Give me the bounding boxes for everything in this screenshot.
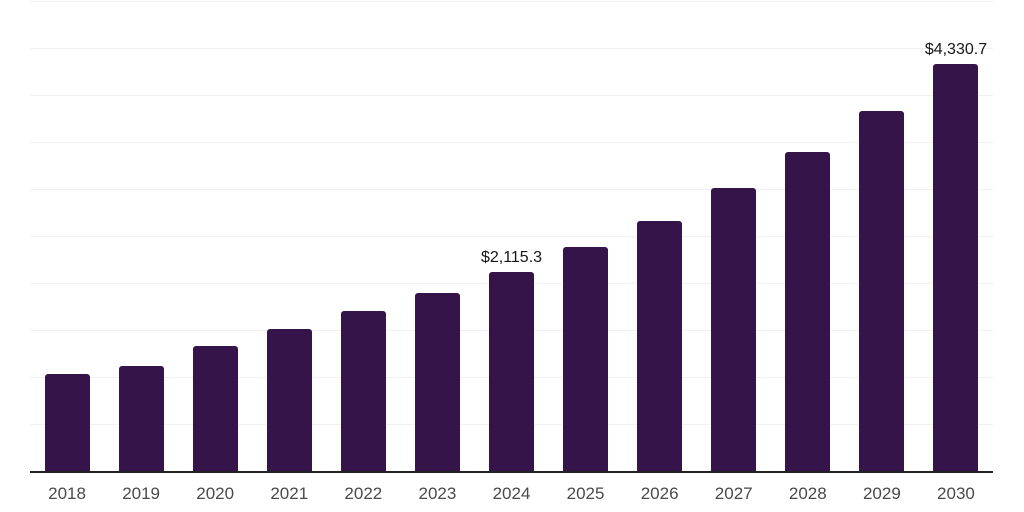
x-tick-2027: 2027	[714, 484, 753, 503]
x-tick-2023: 2023	[418, 484, 457, 503]
x-tick-2028: 2028	[788, 484, 827, 503]
bar-2027	[711, 188, 757, 471]
gridline	[30, 1, 993, 2]
gridline	[30, 95, 993, 96]
x-tick-2022: 2022	[344, 484, 383, 503]
bar-2029	[859, 111, 905, 471]
bar-2024	[489, 272, 534, 471]
bar-2019	[118, 366, 164, 471]
x-tick-2030: 2030	[937, 484, 975, 503]
bar-2021	[266, 328, 312, 471]
x-tick-2024: 2024	[492, 484, 531, 503]
bar-2030	[933, 63, 979, 471]
bar-2023	[414, 292, 460, 471]
bar-2018	[44, 373, 90, 471]
gridline	[30, 189, 993, 190]
bar-2026	[637, 220, 683, 471]
x-tick-2020: 2020	[196, 484, 235, 503]
gridline	[30, 236, 993, 237]
x-tick-2018: 2018	[48, 484, 86, 503]
x-tick-2021: 2021	[270, 484, 309, 503]
x-axis-line	[30, 471, 993, 473]
x-tick-2025: 2025	[566, 484, 605, 503]
data-label-2030: $4,330.7	[924, 40, 988, 58]
data-label-2024: $2,115.3	[480, 249, 543, 267]
x-tick-2026: 2026	[640, 484, 679, 503]
gridline	[30, 48, 993, 49]
bar-2028	[785, 152, 831, 471]
bar-2020	[192, 345, 238, 471]
x-tick-2019: 2019	[122, 484, 161, 503]
x-tick-2029: 2029	[862, 484, 901, 503]
gridline	[30, 142, 993, 143]
bar-2025	[563, 246, 609, 471]
bar-2022	[340, 311, 386, 471]
